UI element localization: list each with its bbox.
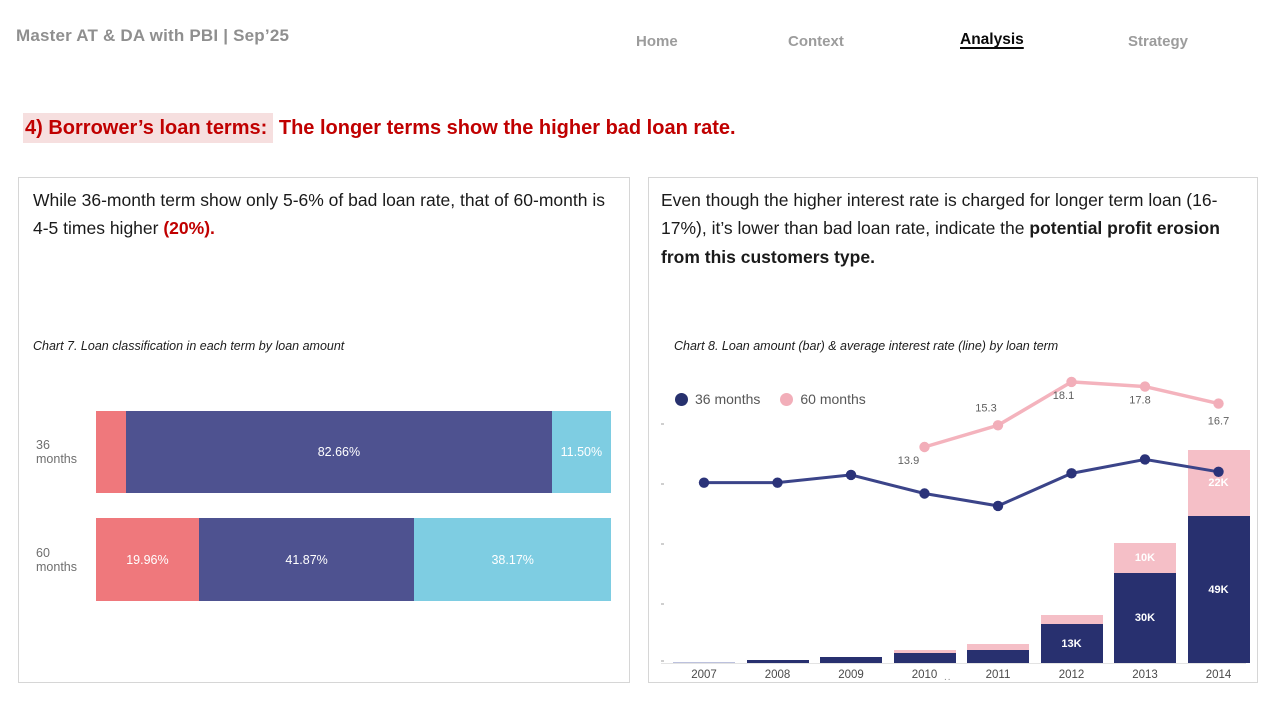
y-axis-tick — [661, 423, 664, 425]
legend-label: 36 months — [695, 391, 761, 407]
chart8-bar-36months[interactable]: 13K — [1040, 624, 1103, 663]
left-panel: While 36-month term show only 5-6% of ba… — [18, 177, 630, 683]
chart8-legend: 36 months 60 months — [675, 391, 866, 407]
chart7-segment-current[interactable]: 38.17% — [414, 518, 611, 601]
chart7-category-label: 36 months — [36, 438, 77, 466]
x-axis-label: 2007 — [691, 669, 717, 681]
chart8-line-point[interactable] — [919, 441, 930, 453]
chart8-bar-60months[interactable] — [967, 643, 1029, 650]
chart8-bar-value: 30K — [1134, 612, 1156, 624]
legend-label: 60 months — [800, 391, 866, 407]
chart8: 36 months 60 months 2007 2008 2009 2010 2011 1… — [661, 363, 1250, 683]
chart8-lines: 13.9 15.3 18.1 17.8 16.7 — [698, 376, 1229, 512]
x-axis-label: 2012 — [1058, 669, 1085, 681]
chart8-line-point[interactable] — [1213, 466, 1224, 477]
chart7-bar-track: 19.96% 41.87% 38.17% — [96, 518, 611, 601]
chart7-caption: Chart 7. Loan classification in each ter… — [33, 339, 345, 353]
chart8-line-value: 16.7 — [1208, 416, 1229, 428]
chart8-bar-60months[interactable] — [893, 649, 956, 653]
chart7: 36 months 82.66% 11.50% 60 months 19.96% 41.8… — [36, 411, 614, 601]
chart7-segment-value: 11.50% — [560, 445, 603, 459]
chart7-bar-track: 82.66% 11.50% — [96, 411, 611, 493]
nav-strategy[interactable]: Strategy — [1128, 33, 1189, 50]
chart7-segment-bad-loan[interactable]: 19.96% — [96, 518, 199, 601]
chart8-line-value: 17.8 — [1129, 395, 1150, 407]
left-panel-text-main: While 36-month term show only 5-6% of ba… — [33, 190, 605, 239]
chart8-line-point[interactable] — [1139, 454, 1151, 465]
nav-context[interactable]: Context — [788, 33, 844, 50]
chart8-line-point[interactable] — [1213, 398, 1224, 409]
chart8-bar-36months[interactable] — [893, 652, 956, 663]
x-axis-label: 2010 — [911, 669, 938, 681]
chart8-line-point[interactable] — [772, 477, 783, 488]
x-axis-label: 2014 — [1205, 669, 1232, 681]
x-axis-title-truncated: .. — [944, 672, 952, 683]
x-axis-label: 2011 — [985, 669, 1011, 681]
x-axis-label: 2009 — [838, 669, 864, 681]
chart8-bar-36months[interactable] — [820, 657, 882, 663]
chart8-bar-value: 22K — [1208, 477, 1229, 489]
chart8-line-36-months — [704, 457, 1219, 508]
page-title-rest: The longer terms show the higher bad loa… — [273, 117, 736, 140]
chart8-line-point[interactable] — [1066, 468, 1077, 479]
chart7-bar-row: 36 months 82.66% 11.50% — [36, 411, 614, 493]
right-panel-text-bold: potential profit erosion from this custo… — [661, 218, 1220, 267]
chart7-segment-fully-paid[interactable]: 41.87% — [198, 518, 415, 601]
chart8-bar-value: 13K — [1061, 637, 1082, 650]
legend-dot-icon — [780, 392, 794, 406]
chart7-bar-row: 60 months 19.96% 41.87% 38.17% — [36, 518, 614, 601]
chart8-caption: Chart 8. Loan amount (bar) & average int… — [674, 339, 1059, 353]
chart8-bar-36months[interactable] — [673, 661, 735, 663]
chart7-segment-current[interactable]: 11.50% — [551, 411, 611, 493]
chart8-line-point[interactable] — [845, 469, 857, 481]
right-panel-text: Even though the higher interest rate is … — [661, 186, 1249, 271]
chart7-segment-value: 19.96% — [126, 552, 169, 567]
chart8-line-value: 15.3 — [975, 402, 996, 414]
left-panel-text-accent: (20%). — [163, 218, 215, 239]
chart8-bar-36months[interactable]: 49K — [1187, 516, 1250, 663]
nav-analysis[interactable]: Analysis — [960, 31, 1024, 48]
chart8-bar-60months[interactable]: 10K — [1114, 543, 1176, 573]
legend-dot-icon — [675, 392, 688, 406]
chart7-segment-bad-loan[interactable] — [96, 411, 127, 493]
chart8-bar-60months[interactable]: 22K — [1187, 450, 1250, 516]
y-axis-tick — [661, 483, 664, 485]
chart8-line-value: 13.9 — [898, 455, 919, 467]
chart8-bar-value: 49K — [1208, 583, 1229, 596]
legend-item-36-months[interactable]: 36 months — [675, 391, 760, 407]
x-axis-label: 2013 — [1132, 669, 1158, 681]
chart8-bar-36months[interactable]: 30K — [1114, 573, 1176, 663]
chart8-line-point[interactable] — [1139, 381, 1151, 392]
nav-home[interactable]: Home — [636, 33, 678, 50]
x-axis-line — [661, 663, 1246, 664]
chart8-bar-60months[interactable] — [1040, 615, 1103, 624]
chart7-segment-value: 41.87% — [285, 552, 328, 567]
chart8-line-value: 18.1 — [1053, 390, 1074, 402]
y-axis-tick — [661, 660, 664, 662]
chart8-bars: 2007 2008 2009 2010 2011 13K 2012 30K 10K 2013 49K… — [661, 363, 1250, 681]
chart8-line-point[interactable] — [992, 500, 1004, 512]
legend-item-60-months[interactable]: 60 months — [780, 391, 866, 407]
right-panel-text-main: Even though the higher interest rate is … — [661, 190, 1218, 239]
chart8-bar-36months[interactable] — [967, 649, 1029, 663]
x-axis-label: 2008 — [764, 669, 791, 681]
y-axis-tick — [661, 543, 664, 545]
chart8-line-point[interactable] — [919, 488, 930, 499]
chart8-bar-36months[interactable] — [746, 660, 809, 663]
chart8-line-point[interactable] — [1066, 376, 1077, 388]
y-axis-tick — [661, 603, 664, 605]
chart8-line-point[interactable] — [698, 477, 710, 488]
page-title: 4) Borrower’s loan terms: The longer ter… — [23, 113, 736, 144]
chart7-category-label: 60 months — [36, 545, 77, 574]
chart7-segment-value: 82.66% — [317, 445, 361, 459]
app-title: Master AT & DA with PBI | Sep’25 — [16, 26, 290, 45]
chart8-bar-value: 10K — [1134, 552, 1156, 564]
chart8-line-point[interactable] — [992, 420, 1004, 431]
chart7-segment-fully-paid[interactable]: 82.66% — [126, 411, 552, 493]
page-title-highlight: 4) Borrower’s loan terms: — [23, 113, 274, 144]
right-panel: Even though the higher interest rate is … — [648, 177, 1258, 683]
chart7-segment-value: 38.17% — [491, 552, 534, 567]
left-panel-text: While 36-month term show only 5-6% of ba… — [33, 186, 619, 243]
